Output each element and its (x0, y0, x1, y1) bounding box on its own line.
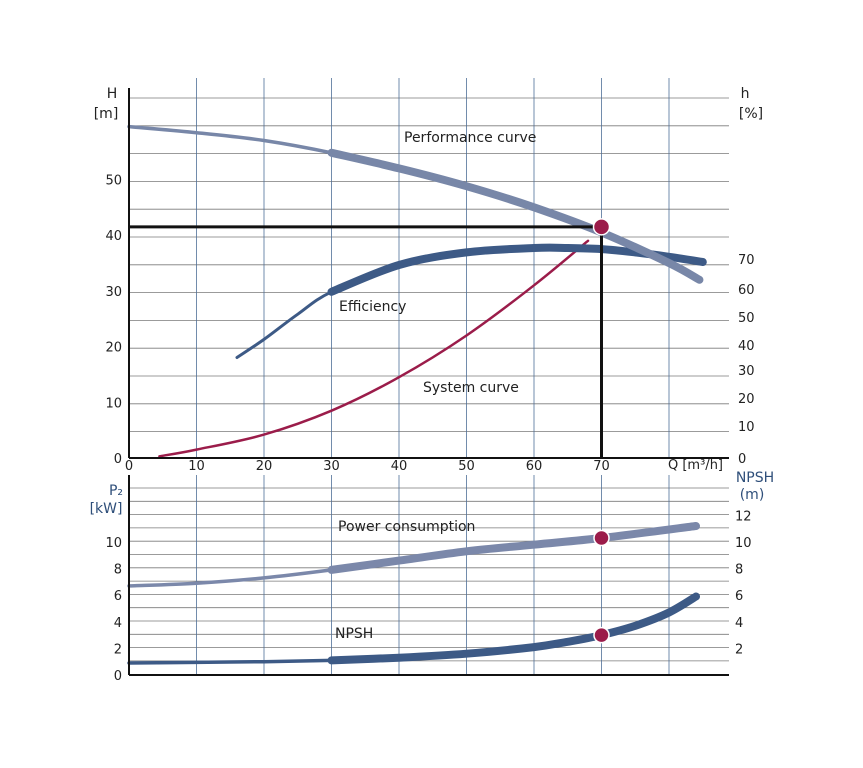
x-tick-label: 50 (458, 459, 475, 474)
y-left-bottom-label-2: [kW] (90, 501, 123, 517)
performance-curve-label: Performance curve (404, 130, 536, 146)
npsh-tick-label: 4 (735, 616, 743, 631)
y-left-top-label-2: [m] (94, 106, 119, 122)
y-left-bottom-label-1: P₂ (109, 483, 123, 499)
x-axis-label: Q [m³/h] (668, 458, 723, 473)
system-curve-line (158, 239, 590, 458)
x-tick-label: 30 (323, 459, 340, 474)
efficiency-line (235, 246, 705, 359)
y-left-tick-label: 30 (105, 285, 122, 300)
efficiency-label: Efficiency (339, 299, 406, 315)
y-right-bottom-label-2: (m) (740, 487, 765, 503)
y-left-tick-label: 10 (105, 396, 122, 411)
x-tick-label: 20 (256, 459, 273, 474)
duty-marker (593, 626, 610, 644)
duty-point-marker (592, 218, 611, 236)
p2-tick-label: 2 (114, 642, 122, 657)
y-right-tick-label: 60 (738, 283, 755, 298)
y-right-top-label-1: h (741, 86, 750, 102)
y-left-top-label-1: H (107, 86, 118, 102)
top-panel-grid (129, 78, 729, 458)
power-consumption-label: Power consumption (338, 519, 475, 535)
y-right-tick-label: 40 (738, 339, 755, 354)
y-right-top-label-2: [%] (739, 106, 763, 122)
system-curve-label: System curve (423, 380, 519, 396)
bottom-panel-grid (129, 475, 729, 675)
y-right-tick-label: 50 (738, 311, 755, 326)
npsh-tick-label: 8 (735, 563, 743, 578)
x-tick-label: 60 (526, 459, 543, 474)
duty-marker (593, 529, 610, 547)
tick-labels: 0 10 20 30 40 50 60 700102030405001020304050607… (105, 174, 754, 685)
p2-tick-label: 0 (114, 669, 122, 684)
axes (128, 88, 729, 676)
y-left-tick-label: 0 (114, 452, 122, 467)
x-tick-label: 10 (188, 459, 205, 474)
y-right-tick-label: 10 (738, 420, 755, 435)
y-right-tick-label: 70 (738, 253, 755, 268)
y-right-tick-label: 30 (738, 364, 755, 379)
x-tick-label: 40 (391, 459, 408, 474)
p2-tick-label: 8 (114, 563, 122, 578)
y-right-bottom-label-1: NPSH (736, 470, 774, 486)
y-left-tick-label: 50 (105, 174, 122, 189)
p2-tick-label: 6 (114, 589, 122, 604)
npsh-line-operating (327, 592, 700, 665)
performance-curve-line (127, 124, 702, 282)
curves (127, 124, 707, 665)
y-left-tick-label: 40 (105, 229, 122, 244)
y-left-tick-label: 20 (105, 341, 122, 356)
y-right-tick-label: 0 (738, 452, 746, 467)
y-right-tick-label: 20 (738, 392, 755, 407)
duty-markers (592, 218, 611, 644)
p2-tick-label: 10 (105, 536, 122, 551)
p2-tick-label: 4 (114, 616, 122, 631)
npsh-tick-label: 10 (735, 536, 752, 551)
performance-curve-line-operating (327, 148, 704, 284)
npsh-label: NPSH (335, 626, 373, 642)
power-consumption-line-operating (327, 522, 700, 574)
npsh-tick-label: 6 (735, 589, 743, 604)
npsh-tick-label: 2 (735, 642, 743, 657)
x-tick-label: 70 (593, 459, 610, 474)
npsh-tick-label: 12 (735, 509, 752, 524)
x-tick-label: 0 (125, 459, 133, 474)
duty-lines (129, 225, 603, 458)
